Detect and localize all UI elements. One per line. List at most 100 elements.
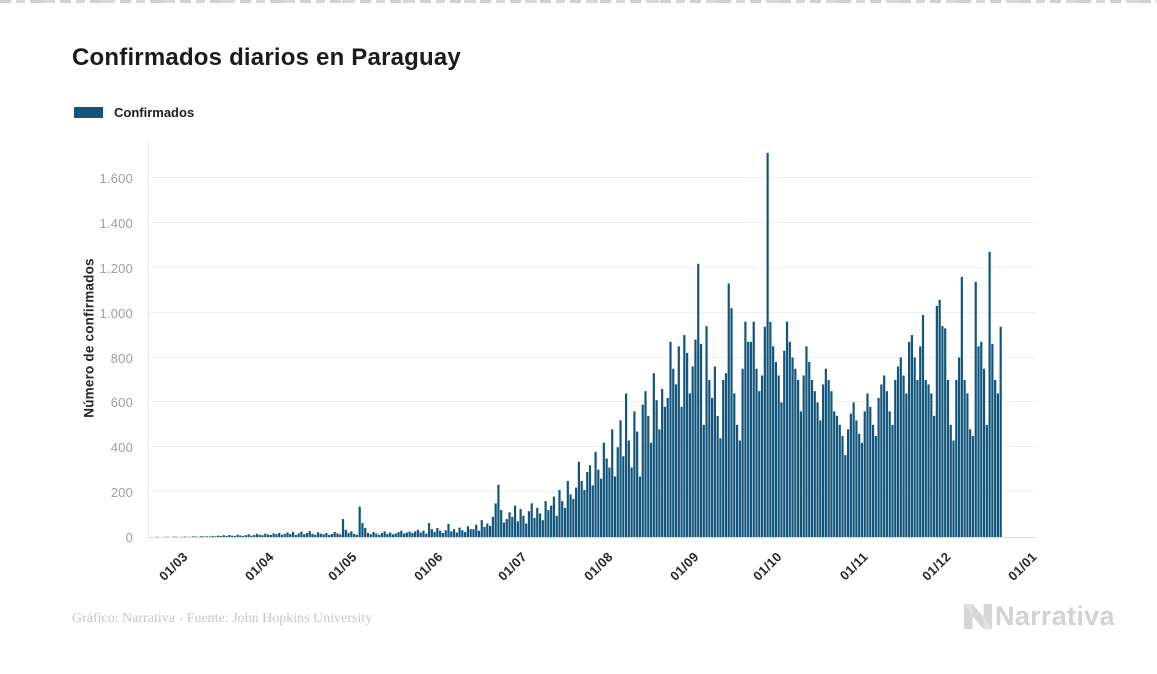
bar bbox=[525, 523, 528, 537]
bar bbox=[855, 420, 858, 537]
x-tick-label: 01/05 bbox=[325, 549, 360, 584]
bar bbox=[391, 534, 395, 537]
bar bbox=[858, 433, 861, 537]
bar bbox=[924, 379, 927, 537]
bar bbox=[436, 528, 439, 537]
bar bbox=[749, 341, 753, 537]
bar bbox=[686, 353, 689, 537]
bar bbox=[425, 533, 428, 537]
bar bbox=[763, 326, 766, 537]
bar bbox=[491, 516, 494, 537]
bar bbox=[663, 406, 667, 537]
bar bbox=[303, 534, 306, 537]
bar bbox=[541, 520, 544, 537]
bar bbox=[497, 484, 500, 537]
bar bbox=[622, 456, 625, 537]
bar bbox=[627, 440, 630, 537]
x-tick-label: 01/01 bbox=[1005, 549, 1040, 584]
bar bbox=[353, 533, 356, 537]
bar bbox=[538, 513, 542, 537]
bar bbox=[572, 498, 575, 537]
bar bbox=[500, 510, 503, 537]
y-tick-label: 200 bbox=[110, 485, 133, 501]
gridline-y-1400 bbox=[149, 221, 1036, 223]
bar bbox=[988, 251, 991, 537]
bar bbox=[511, 516, 514, 537]
bar bbox=[849, 413, 852, 537]
bar bbox=[336, 533, 339, 537]
bar bbox=[724, 373, 728, 537]
bar bbox=[269, 534, 272, 537]
bar bbox=[624, 393, 628, 537]
bar bbox=[444, 530, 447, 537]
bar bbox=[891, 424, 894, 537]
x-tick-label: 01/04 bbox=[241, 549, 277, 584]
bar bbox=[880, 384, 883, 537]
gridline-y-1600 bbox=[149, 177, 1036, 179]
bar bbox=[350, 531, 353, 537]
bar bbox=[977, 346, 980, 537]
bar bbox=[902, 375, 905, 537]
x-tick-label: 01/09 bbox=[666, 549, 702, 584]
x-tick-label: 01/06 bbox=[411, 549, 446, 584]
bar bbox=[366, 532, 370, 537]
bar bbox=[328, 534, 331, 537]
bar bbox=[716, 415, 719, 537]
bar bbox=[289, 534, 292, 537]
bar bbox=[550, 505, 553, 537]
bar bbox=[672, 368, 675, 537]
y-tick-label: 0 bbox=[125, 530, 133, 545]
bar bbox=[616, 447, 619, 537]
bar bbox=[919, 346, 922, 537]
bar bbox=[464, 532, 467, 537]
bar bbox=[361, 523, 364, 537]
bar bbox=[505, 519, 508, 537]
bar bbox=[450, 531, 453, 537]
bar bbox=[871, 424, 875, 537]
bar bbox=[866, 393, 869, 537]
legend-item-confirmados[interactable]: Confirmados bbox=[74, 105, 194, 120]
bar bbox=[489, 525, 492, 537]
bar bbox=[752, 321, 755, 537]
bar bbox=[694, 339, 697, 537]
bar bbox=[536, 507, 539, 537]
bar bbox=[985, 424, 988, 537]
bar bbox=[805, 346, 808, 537]
bar bbox=[486, 523, 489, 537]
narrativa-logo: Narrativa bbox=[963, 601, 1115, 632]
bar bbox=[311, 533, 314, 537]
bar bbox=[233, 536, 236, 537]
bars-series-confirmados bbox=[156, 152, 1002, 537]
bar bbox=[447, 523, 450, 537]
bar bbox=[952, 440, 955, 537]
bar bbox=[452, 529, 456, 537]
y-tick-label: 400 bbox=[110, 440, 133, 456]
bar bbox=[230, 535, 234, 537]
x-tick-label: 01/12 bbox=[919, 549, 954, 584]
bar bbox=[441, 532, 445, 537]
bar bbox=[305, 532, 309, 537]
bar bbox=[649, 442, 653, 537]
bar bbox=[844, 455, 847, 537]
plot-area bbox=[148, 140, 1036, 538]
bar bbox=[516, 521, 519, 537]
bar bbox=[946, 379, 950, 537]
bar bbox=[344, 529, 347, 537]
x-tick-label: 01/10 bbox=[749, 549, 785, 584]
y-tick-label: 1.200 bbox=[99, 260, 133, 276]
bar bbox=[275, 534, 278, 537]
bar bbox=[577, 461, 580, 537]
bar bbox=[705, 326, 708, 537]
bar bbox=[899, 357, 902, 537]
bar bbox=[877, 397, 880, 537]
bar bbox=[272, 533, 275, 537]
bar bbox=[588, 465, 592, 537]
bar bbox=[508, 512, 511, 537]
bar bbox=[971, 436, 975, 537]
bar bbox=[735, 424, 739, 537]
y-axis-title: Número de confirmados bbox=[81, 258, 97, 418]
y-tick-label: 800 bbox=[110, 350, 133, 366]
bar bbox=[813, 391, 816, 537]
bar bbox=[744, 321, 747, 537]
